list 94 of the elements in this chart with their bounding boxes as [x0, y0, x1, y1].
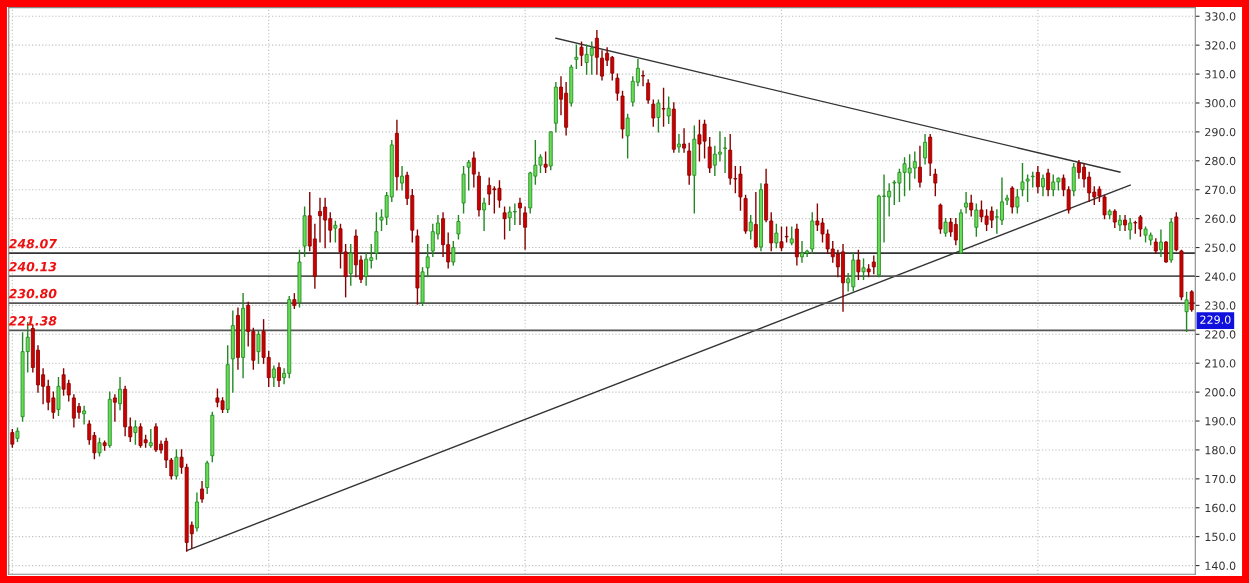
y-tick-label: 240.0 [1205, 272, 1236, 281]
candlestick [1117, 215, 1122, 231]
candlestick [466, 160, 471, 191]
candlestick [666, 96, 671, 124]
candlestick [502, 206, 507, 240]
y-tick-label: 170.0 [1205, 474, 1236, 484]
candlestick [333, 220, 338, 243]
candlestick [1015, 189, 1020, 214]
candlestick [400, 165, 404, 191]
y-tick-label: 310.0 [1205, 70, 1236, 79]
candlestick [174, 449, 179, 480]
candlestick [118, 376, 122, 411]
candlestick [425, 243, 430, 278]
candlestick [133, 420, 138, 445]
text: 229.0 [1200, 315, 1231, 324]
candlestick [512, 203, 517, 226]
candlestick [543, 151, 548, 174]
candlestick [1128, 217, 1133, 240]
y-tick-label: 140.0 [1205, 561, 1236, 570]
y-tick-label: 180.0 [1205, 445, 1236, 455]
candlestick [753, 191, 758, 249]
candlestick [1123, 215, 1127, 231]
y-tick-label: 270.0 [1205, 185, 1236, 195]
candlestick [676, 134, 681, 153]
y-tick-label: 150.0 [1205, 532, 1236, 542]
candlestick [661, 87, 666, 127]
candlestick [1158, 229, 1163, 257]
candlestick [82, 405, 87, 425]
candlestick [271, 365, 276, 388]
candlestick [200, 481, 205, 503]
y-tick-label: 200.0 [1205, 388, 1236, 397]
y-tick-label: 280.0 [1205, 156, 1236, 166]
candlestick [938, 203, 943, 234]
candlestick [579, 41, 584, 67]
candlestick [1005, 194, 1010, 205]
candlestick [56, 376, 61, 416]
candlestick [1010, 186, 1015, 214]
candlestick [969, 194, 974, 217]
candlestick [641, 70, 645, 87]
candlestick [1071, 163, 1076, 197]
candlestick [933, 168, 938, 197]
candlestick [748, 215, 753, 240]
y-tick-label: 290.0 [1205, 127, 1236, 137]
candlestick [348, 243, 353, 286]
candlestick [682, 128, 687, 153]
ref-line-label: 230.80 [8, 288, 57, 299]
y-tick-label: 300.0 [1205, 98, 1236, 108]
ref-line-label: 221.38 [8, 316, 57, 326]
candlestick [1035, 165, 1040, 194]
candlestick [523, 206, 528, 250]
y-tick-label: 160.0 [1205, 503, 1236, 513]
candlestick [1184, 291, 1189, 333]
candlestick [277, 362, 281, 388]
candlestick [646, 79, 651, 104]
candlestick [625, 113, 630, 159]
candlestick [1189, 290, 1194, 312]
y-tick-label: 330.0 [1205, 12, 1236, 21]
candlestick [1164, 241, 1169, 263]
candlestick [774, 223, 779, 249]
candlestick [374, 212, 379, 260]
candlestick [861, 258, 866, 281]
ref-line-label: 248.07 [8, 238, 57, 249]
y-tick-label: 190.0 [1205, 417, 1236, 426]
candlestick [707, 136, 712, 174]
candlestick [1046, 168, 1051, 197]
candlestick [953, 217, 958, 246]
candlestick [723, 136, 728, 174]
candlestick [471, 151, 476, 188]
candlestick [656, 99, 661, 133]
y-tick-label: 320.0 [1205, 41, 1236, 50]
y-tick-label: 250.0 [1205, 243, 1236, 252]
ref-line-label: 240.13 [8, 261, 57, 272]
candlestick [974, 203, 979, 237]
candlestick [651, 99, 656, 127]
candlestick [112, 394, 117, 422]
candlestick [451, 241, 456, 266]
candlestick [256, 330, 261, 364]
candlestick [615, 73, 620, 101]
candlestick [1041, 174, 1045, 197]
candlestick [856, 249, 861, 281]
candlestick [364, 252, 369, 286]
y-tick-label: 220.0 [1205, 330, 1236, 339]
y-tick-label: 260.0 [1205, 214, 1236, 224]
candlestick [779, 226, 784, 252]
y-tick-label: 210.0 [1205, 359, 1236, 368]
y-tick-label: 230.0 [1205, 301, 1236, 310]
candlestick [594, 30, 599, 75]
candlestick [964, 191, 969, 214]
candlestick [917, 145, 922, 188]
candlestick [456, 215, 461, 240]
candlestick [482, 197, 487, 231]
candlestick [923, 134, 928, 165]
candlestick [518, 197, 522, 226]
candlestick [574, 44, 579, 69]
